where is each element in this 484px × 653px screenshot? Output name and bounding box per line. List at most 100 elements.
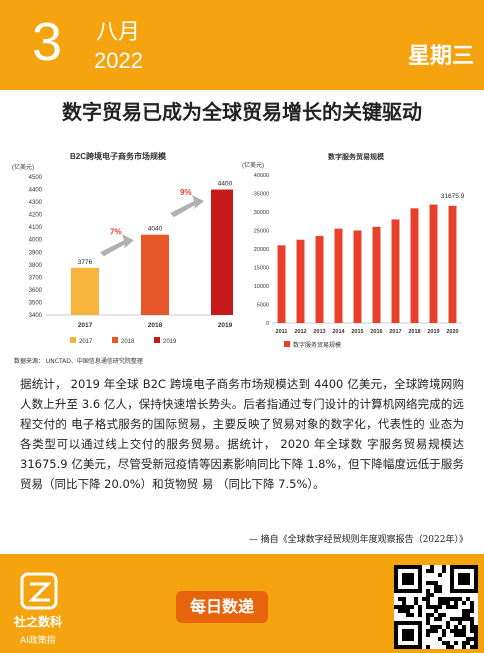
- qr-module: [426, 621, 430, 625]
- y-tick-label: 30000: [254, 210, 269, 216]
- header-banner: 3 八月 2022 星期三: [0, 0, 484, 90]
- qr-module: [414, 597, 418, 601]
- qr-module: [438, 597, 442, 601]
- y-tick-label: 4200: [29, 213, 43, 219]
- y-tick-label: 4300: [29, 200, 43, 206]
- qr-module: [470, 621, 474, 625]
- qr-module: [430, 593, 434, 597]
- x-tick-label: 2014: [332, 329, 345, 335]
- qr-module: [462, 609, 466, 613]
- footer: 社之数科 AI政策指 每日数递: [0, 554, 484, 653]
- bar: [277, 245, 286, 323]
- qr-module: [426, 601, 430, 605]
- bar: [410, 208, 419, 323]
- y-tick-label: 20000: [254, 247, 269, 253]
- bar: [296, 239, 305, 323]
- qr-module: [438, 637, 442, 641]
- qr-module: [406, 609, 410, 613]
- qr-module: [450, 597, 454, 601]
- qr-module: [450, 605, 454, 609]
- x-tick-label: 2015: [351, 329, 363, 335]
- qr-module: [466, 641, 470, 645]
- qr-module: [470, 625, 474, 629]
- qr-module: [426, 597, 430, 601]
- page-title: 数字贸易已成为全球贸易增长的关键驱动: [62, 100, 422, 124]
- y-tick-label: 3900: [29, 250, 43, 256]
- y-tick-label: 25000: [254, 229, 269, 235]
- qr-module: [470, 609, 474, 613]
- qr-module: [474, 641, 478, 645]
- y-tick-label: 40000: [254, 173, 269, 179]
- qr-module: [470, 629, 474, 633]
- qr-module: [454, 617, 458, 621]
- growth-label: 9%: [180, 188, 192, 197]
- qr-module: [446, 605, 450, 609]
- qr-module: [430, 613, 434, 617]
- weekday: 星期三: [407, 44, 474, 69]
- legend-swatch: [70, 337, 76, 343]
- qr-module: [442, 629, 446, 633]
- x-tick-label: 2017: [78, 322, 93, 329]
- qr-module: [434, 609, 438, 613]
- qr-module: [414, 601, 418, 605]
- qr-module: [410, 613, 414, 617]
- qr-module: [458, 633, 462, 637]
- x-tick-label: 2019: [427, 329, 439, 335]
- legend-swatch: [112, 337, 118, 343]
- qr-module: [406, 605, 410, 609]
- daily-digest-button[interactable]: 每日数递: [176, 591, 268, 623]
- qr-module: [434, 605, 438, 609]
- qr-module: [466, 597, 470, 601]
- chart-title: B2C跨境电子商务市场规模: [70, 151, 167, 161]
- qr-module: [434, 625, 438, 629]
- qr-module: [426, 589, 430, 593]
- qr-module: [446, 601, 450, 605]
- qr-module: [470, 605, 474, 609]
- y-tick-label: 4100: [29, 225, 43, 231]
- qr-module: [402, 597, 406, 601]
- qr-module: [446, 641, 450, 645]
- body-paragraph: 据统计， 2019 年全球 B2C 跨境电子商务市场规模达到 4400 亿美元，…: [20, 377, 464, 491]
- x-tick-label: 2018: [408, 329, 420, 335]
- qr-module: [470, 601, 474, 605]
- qr-module: [426, 605, 430, 609]
- bar-value-label: 4040: [148, 226, 163, 233]
- charts-area: B2C跨境电子商务市场规模 (亿美元) 3400 3500 3600 3700 3800 39…: [8, 140, 478, 360]
- qr-module: [430, 581, 434, 585]
- qr-module: [470, 617, 474, 621]
- qr-module: [470, 645, 474, 649]
- y-tick-label: 0: [266, 321, 269, 327]
- qr-module: [458, 597, 462, 601]
- qr-module: [430, 625, 434, 629]
- qr-module: [466, 637, 470, 641]
- qr-module: [430, 605, 434, 609]
- y-tick-label: 4400: [29, 188, 43, 194]
- qr-module: [474, 633, 478, 637]
- qr-code: [394, 565, 478, 649]
- qr-module: [434, 585, 438, 589]
- qr-module: [406, 613, 410, 617]
- qr-module: [430, 629, 434, 633]
- qr-module: [474, 629, 478, 633]
- qr-module: [474, 645, 478, 649]
- qr-module: [426, 569, 430, 573]
- bar: [448, 205, 457, 323]
- qr-module: [442, 601, 446, 605]
- brand-subtitle: AI政策指: [20, 636, 56, 646]
- b2c-chart: B2C跨境电子商务市场规模 (亿美元) 3400 3500 3600 3700 3800 39…: [12, 151, 233, 345]
- bar-value-label: 31675.9: [441, 193, 465, 200]
- qr-module: [434, 589, 438, 593]
- qr-module: [438, 605, 442, 609]
- bar-value-label: 3776: [78, 259, 93, 266]
- qr-module: [450, 617, 454, 621]
- qr-module: [418, 609, 422, 613]
- qr-module: [450, 629, 454, 633]
- date-month: 八月: [96, 20, 141, 45]
- qr-module: [426, 633, 430, 637]
- legend-label: 2019: [163, 339, 177, 345]
- qr-module: [442, 597, 446, 601]
- date-year: 2022: [94, 48, 143, 73]
- y-tick-label: 3400: [29, 313, 43, 319]
- bar: [211, 189, 233, 315]
- data-source: 数据来源： UNCTAD、中国信息通信研究院整理: [14, 358, 143, 365]
